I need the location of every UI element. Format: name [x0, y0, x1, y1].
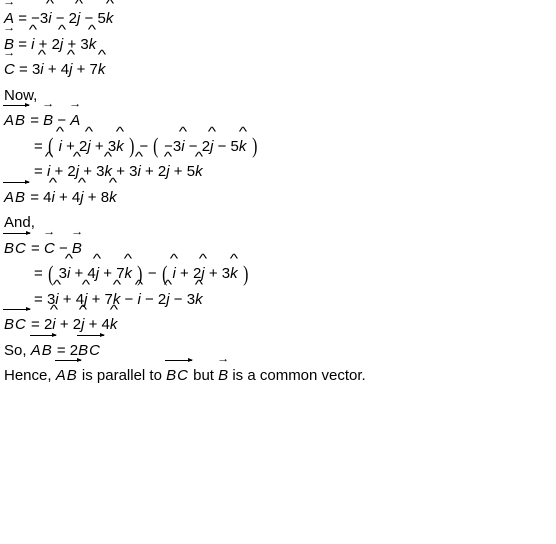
eq-BC-result: BC = 2i + 2j + 4k [4, 312, 556, 338]
vec-C: C [4, 57, 15, 83]
eq-AB-expand2: = i + 2j + 3k + 3i + 2j + 5k [4, 159, 556, 185]
unit-j: j [77, 6, 80, 32]
vec-AB: AB [4, 108, 26, 134]
eq-BC-def: BC = C − B [4, 236, 556, 262]
eq-relation: So, AB = 2BC [4, 338, 556, 364]
eq-AB-result: AB = 4i + 4j + 8k [4, 185, 556, 211]
eq-AB-expand1: = ( i + 2j + 3k ) − ( −3i − 2j − 5k ) [4, 134, 556, 160]
unit-i: i [40, 57, 43, 83]
vec-BC: BC [4, 236, 27, 262]
unit-i: i [48, 6, 51, 32]
eq-vector-A: A = −3i − 2j − 5k [4, 6, 556, 32]
vec-A: A [70, 108, 80, 134]
unit-j: j [60, 32, 63, 58]
unit-i: i [31, 32, 34, 58]
eq-vector-B: B = i + 2j + 3k [4, 32, 556, 58]
eq-vector-C: C = 3i + 4j + 7k [4, 57, 556, 83]
text-and: And, [4, 210, 556, 236]
text-now: Now, [4, 83, 556, 109]
unit-k: k [89, 32, 97, 58]
unit-k: k [106, 6, 114, 32]
unit-j: j [69, 57, 72, 83]
vec-B: B [43, 108, 53, 134]
unit-k: k [98, 57, 106, 83]
text-conclusion: Hence, AB is parallel to BC but B is a c… [4, 363, 556, 389]
